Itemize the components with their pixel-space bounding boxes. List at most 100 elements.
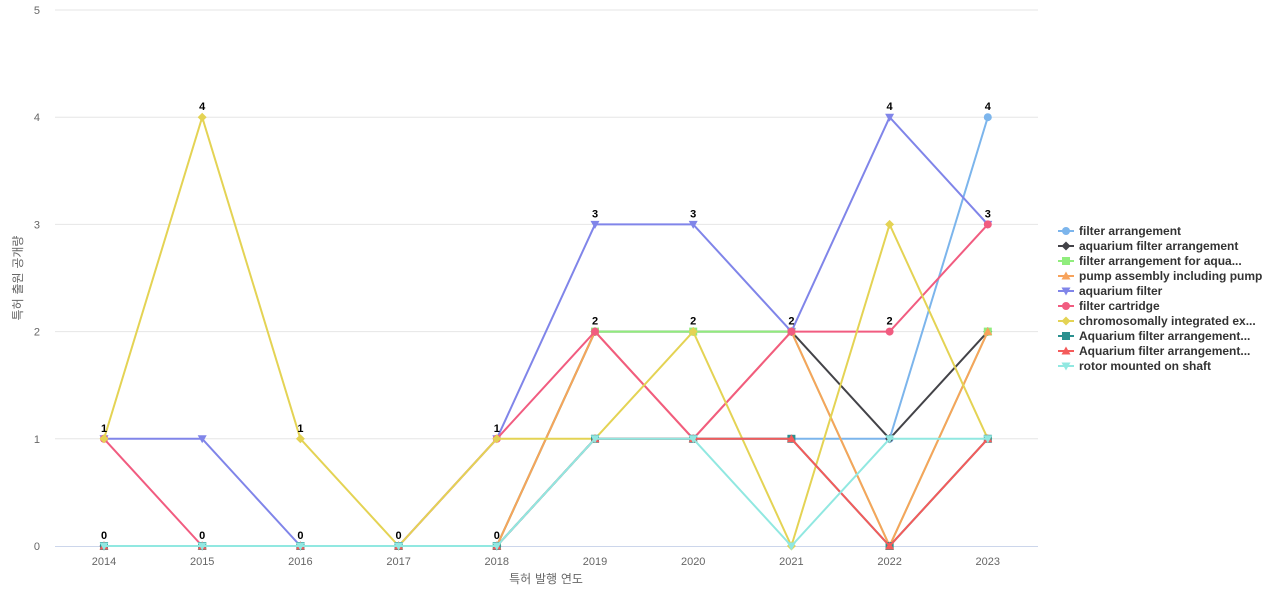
y-tick-label: 2 <box>34 327 40 339</box>
data-label: 2 <box>887 316 893 328</box>
legend-marker <box>1062 257 1070 265</box>
legend-item[interactable]: filter arrangement for aqua... <box>1058 254 1242 268</box>
data-point <box>590 435 600 444</box>
data-point <box>295 542 305 551</box>
y-axis-ticks: 0 1 2 3 4 5 <box>34 5 40 553</box>
data-point <box>688 220 698 229</box>
data-point <box>295 434 305 444</box>
legend-label: filter arrangement <box>1079 224 1181 238</box>
legend-item[interactable]: aquarium filter arrangement <box>1058 239 1238 253</box>
data-point <box>983 220 992 229</box>
x-tick-label: 2019 <box>583 556 607 568</box>
data-label: 3 <box>690 208 696 220</box>
data-point <box>591 327 599 336</box>
legend-label: rotor mounted on shaft <box>1079 359 1211 373</box>
data-label: 4 <box>887 101 894 113</box>
legend-item[interactable]: aquarium filter <box>1058 284 1163 298</box>
legend-marker <box>1062 332 1070 340</box>
x-tick-label: 2021 <box>779 556 803 568</box>
legend-item[interactable]: Aquarium filter arrangement... <box>1058 344 1250 358</box>
series-9 <box>99 435 993 551</box>
legend-label: pump assembly including pump <box>1079 269 1262 283</box>
legend-item[interactable]: filter cartridge <box>1058 299 1160 313</box>
data-point <box>590 220 600 229</box>
x-tick-label: 2023 <box>976 556 1000 568</box>
legend-marker <box>1061 271 1071 280</box>
data-point <box>787 327 796 336</box>
data-point <box>99 542 109 551</box>
data-label: 0 <box>199 530 205 542</box>
y-tick-label: 4 <box>34 112 40 124</box>
data-label: 0 <box>297 530 303 542</box>
data-point <box>885 113 895 122</box>
data-point <box>983 435 993 444</box>
legend-marker <box>1062 227 1070 235</box>
data-point <box>688 327 698 337</box>
data-label: 2 <box>788 316 794 328</box>
data-point <box>983 327 993 336</box>
data-point <box>492 542 502 551</box>
data-label: 0 <box>494 530 500 542</box>
x-tick-label: 2022 <box>877 556 901 568</box>
data-point <box>885 541 895 550</box>
data-label: 1 <box>101 423 107 435</box>
legend-marker <box>1061 316 1071 326</box>
legend-label: filter cartridge <box>1079 299 1160 313</box>
series-line <box>104 437 988 547</box>
data-point <box>688 435 698 444</box>
data-point <box>786 434 796 443</box>
x-axis-title: 특허 발행 연도 <box>509 571 583 586</box>
x-tick-label: 2015 <box>190 556 214 568</box>
data-point <box>99 434 109 444</box>
data-point <box>786 542 796 551</box>
legend-item[interactable]: chromosomally integrated ex... <box>1058 314 1256 328</box>
y-tick-label: 5 <box>34 5 40 17</box>
data-point <box>885 219 895 229</box>
series-line <box>103 116 989 547</box>
x-tick-label: 2014 <box>92 556 116 568</box>
series-lines <box>99 112 993 551</box>
data-label: 4 <box>985 101 992 113</box>
x-tick-label: 2018 <box>485 556 509 568</box>
legend-item[interactable]: pump assembly including pump <box>1058 269 1262 283</box>
data-label: 3 <box>985 208 991 220</box>
data-point <box>197 112 207 122</box>
x-tick-label: 2017 <box>386 556 410 568</box>
x-axis-ticks: 2014 2015 2016 2017 2018 2019 2020 2021 2022 2023 <box>92 556 1000 568</box>
data-point <box>885 327 894 336</box>
legend-label: aquarium filter arrangement <box>1079 239 1238 253</box>
series-5 <box>100 220 992 550</box>
legend-marker <box>1061 346 1071 355</box>
data-label: 2 <box>592 316 598 328</box>
y-tick-label: 3 <box>34 219 40 231</box>
x-tick-label: 2020 <box>681 556 705 568</box>
data-labels: 1 0 4 0 1 0 0 1 0 3 2 3 2 2 4 2 4 3 <box>101 101 992 542</box>
legend-marker <box>1061 241 1071 251</box>
series-line <box>103 223 989 547</box>
data-point <box>885 435 895 444</box>
legend-item[interactable]: Aquarium filter arrangement... <box>1058 329 1250 343</box>
data-label: 0 <box>101 530 107 542</box>
legend-label: aquarium filter <box>1079 284 1163 298</box>
data-label: 1 <box>494 423 500 435</box>
data-label: 2 <box>690 316 696 328</box>
data-point <box>983 113 992 122</box>
y-tick-label: 1 <box>34 434 40 446</box>
legend-label: Aquarium filter arrangement... <box>1079 344 1250 358</box>
data-label: 3 <box>592 208 598 220</box>
data-point <box>492 434 502 444</box>
legend-marker <box>1061 287 1071 296</box>
legend-item[interactable]: filter arrangement <box>1058 224 1181 238</box>
legend-item[interactable]: rotor mounted on shaft <box>1058 359 1211 373</box>
data-point <box>394 542 404 551</box>
x-tick-label: 2016 <box>288 556 312 568</box>
y-axis-title: 특허 출원 공개량 <box>11 236 25 321</box>
legend-label: Aquarium filter arrangement... <box>1079 329 1250 343</box>
legend-label: chromosomally integrated ex... <box>1079 314 1256 328</box>
series-line <box>104 116 989 547</box>
legend-label: filter arrangement for aqua... <box>1079 254 1242 268</box>
data-point <box>197 542 207 551</box>
data-label: 1 <box>297 423 303 435</box>
